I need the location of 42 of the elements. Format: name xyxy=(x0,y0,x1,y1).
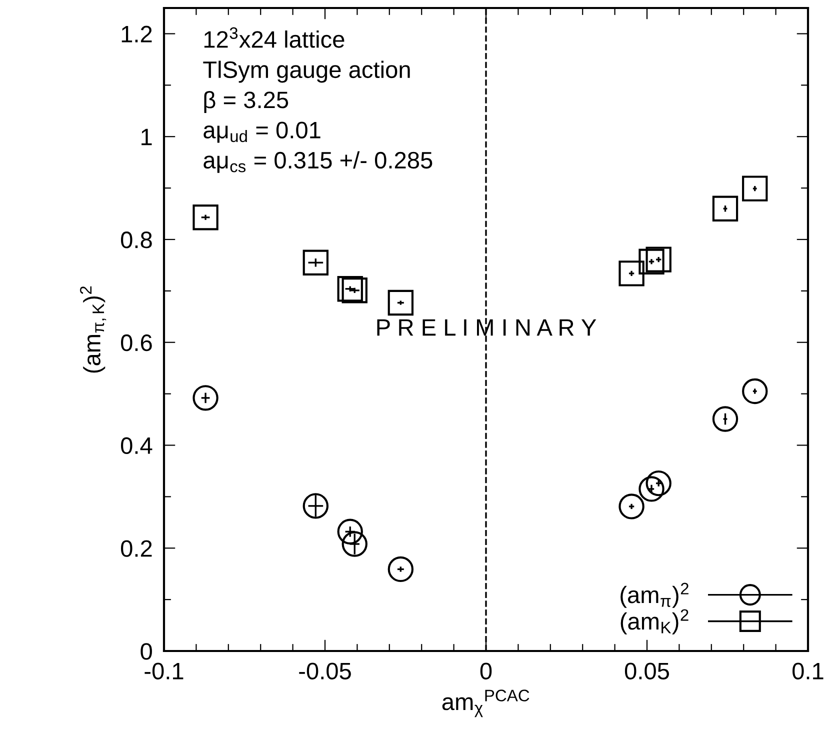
x-axis-title: am$_{χ}$$^{PCAC}$ xyxy=(442,690,530,718)
point xyxy=(192,385,218,411)
y-tick-label: 0.4 xyxy=(120,437,152,454)
point xyxy=(618,494,644,520)
y-tick-label: 0.6 xyxy=(120,334,152,352)
x-tick-label: 0.1 xyxy=(792,662,824,680)
y-tick-label: 1.2 xyxy=(122,26,152,42)
annotation: 12$^{3}$x24 lattice xyxy=(204,27,344,48)
y-tick-label: 0 xyxy=(140,643,152,660)
x-tick-label: 0.05 xyxy=(624,662,669,680)
point xyxy=(337,276,363,302)
point xyxy=(342,531,368,557)
point xyxy=(742,176,768,202)
legend-label: (am$_{π}$)$^{2}$ xyxy=(620,582,688,608)
point xyxy=(388,290,414,316)
annotation: TlSym gauge action xyxy=(203,60,410,83)
point xyxy=(712,406,738,432)
annotation: aμ$_{ud}$ = 0.01 xyxy=(204,122,320,143)
y-tick-label: 0.8 xyxy=(120,232,152,248)
point xyxy=(638,248,664,274)
point xyxy=(342,278,368,304)
point xyxy=(742,378,768,404)
point xyxy=(638,476,664,502)
annotation: P R E L I M I N A R Y xyxy=(377,319,596,336)
x-tick-label: -0.1 xyxy=(144,662,184,680)
point xyxy=(192,204,218,230)
annotation: aμ$_{cs}$ = 0.315 +/- 0.285 xyxy=(204,151,432,173)
point xyxy=(388,556,414,582)
annotation: β = 3.25 xyxy=(204,90,288,113)
y-tick-label: 0.2 xyxy=(120,540,152,557)
point xyxy=(712,196,738,222)
x-tick-label: 0 xyxy=(480,662,492,680)
point xyxy=(337,518,363,545)
point xyxy=(646,470,672,496)
point xyxy=(646,246,672,272)
point xyxy=(302,493,329,519)
legend-label: (am$_{K}$)$^{2}$ xyxy=(620,609,688,634)
y-tick-label: 1 xyxy=(142,128,152,146)
x-tick-label: -0.05 xyxy=(299,662,351,680)
point xyxy=(302,250,329,276)
y-axis-title: (am$_{π,K}$)$^{2}$ xyxy=(80,286,106,373)
point xyxy=(618,260,644,286)
